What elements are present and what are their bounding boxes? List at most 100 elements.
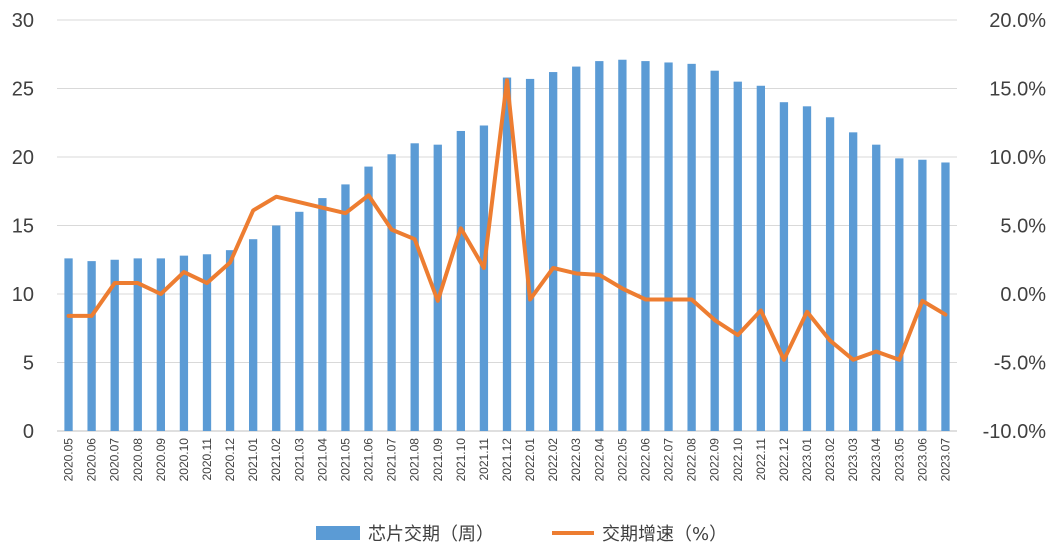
y-left-tick-label: 30 <box>12 10 34 32</box>
line-point <box>806 311 808 313</box>
bar <box>202 254 212 431</box>
line-point <box>483 267 485 269</box>
x-tick-label: 2020.11 <box>200 438 214 481</box>
bar <box>802 106 812 431</box>
line-point <box>391 229 393 231</box>
line-point <box>321 207 323 209</box>
x-tick-label: 2023.03 <box>846 438 860 482</box>
line-point <box>644 298 646 300</box>
bar <box>941 162 950 432</box>
line-series <box>66 78 948 362</box>
line-point <box>229 261 231 263</box>
bar-series <box>64 59 950 432</box>
x-tick-label: 2021.12 <box>500 438 514 482</box>
line-point <box>737 334 739 336</box>
line-point <box>160 293 162 295</box>
bar <box>825 117 835 432</box>
bar <box>687 63 696 432</box>
bar <box>479 125 489 432</box>
x-tick-label: 2023.02 <box>823 438 837 482</box>
bar <box>341 184 350 431</box>
bar <box>895 158 904 431</box>
legend-label-bar: 芯片交期（周） <box>368 524 494 545</box>
x-tick-label: 2022.02 <box>546 438 560 482</box>
y-right-tick-label: 15.0% <box>989 79 1046 101</box>
bar <box>572 66 581 431</box>
y-right-tick-label: 10.0% <box>989 147 1046 169</box>
x-tick-label: 2020.09 <box>154 438 168 482</box>
x-tick-label: 2023.06 <box>915 438 929 482</box>
line-point <box>460 227 462 229</box>
x-tick-label: 2020.05 <box>62 438 76 482</box>
bar <box>364 166 373 431</box>
line-point <box>552 267 554 269</box>
bar <box>295 211 304 431</box>
line-point <box>529 298 531 300</box>
x-tick-label: 2022.08 <box>685 438 699 482</box>
x-tick-label: 2021.02 <box>269 438 283 482</box>
bar <box>272 225 281 431</box>
bar <box>456 130 465 431</box>
x-tick-label: 2020.12 <box>223 438 237 482</box>
y-right-tick-label: -5.0% <box>994 353 1046 375</box>
y-left-tick-label: 5 <box>23 353 34 375</box>
line-point <box>944 314 946 316</box>
left-axis: 0 5 10 15 20 25 30 <box>12 10 34 443</box>
x-tick-label: 2022.07 <box>662 438 676 482</box>
line-point <box>852 359 854 361</box>
line-point <box>506 79 508 81</box>
bar <box>156 258 165 431</box>
legend-label-line: 交期增速（%） <box>602 524 727 545</box>
x-tick-label: 2022.09 <box>708 438 722 482</box>
line-point <box>68 315 70 317</box>
line-point <box>575 272 577 274</box>
bar <box>549 72 558 431</box>
line-point <box>783 359 785 361</box>
line-point <box>91 315 93 317</box>
bar <box>525 78 535 431</box>
legend: 芯片交期（周） 交期增速（%） <box>316 524 727 545</box>
x-tick-label: 2023.01 <box>800 438 814 482</box>
bar <box>433 144 442 432</box>
bar <box>87 261 96 431</box>
y-left-tick-label: 15 <box>12 216 34 238</box>
bar <box>918 159 927 432</box>
line-point <box>114 282 116 284</box>
line-point <box>275 196 277 198</box>
line-point <box>898 359 900 361</box>
x-tick-label: 2023.04 <box>869 438 883 482</box>
x-tick-label: 2022.05 <box>615 438 629 482</box>
bar <box>318 198 327 431</box>
line-point <box>137 282 139 284</box>
y-right-tick-label: -10.0% <box>983 421 1047 443</box>
line-point <box>598 274 600 276</box>
y-right-tick-label: 20.0% <box>989 10 1046 32</box>
x-tick-label: 2020.08 <box>131 438 145 482</box>
right-axis: -10.0% -5.0% 0.0% 5.0% 10.0% 15.0% 20.0% <box>983 10 1047 443</box>
line-point <box>252 209 254 211</box>
bar <box>710 70 719 431</box>
x-tick-label: 2021.01 <box>246 438 260 482</box>
bar <box>249 239 258 431</box>
bar <box>618 59 627 431</box>
x-tick-label: 2021.09 <box>431 438 445 482</box>
x-tick-label: 2021.05 <box>338 438 352 482</box>
y-left-tick-label: 25 <box>12 79 34 101</box>
y-left-tick-label: 10 <box>12 284 34 306</box>
line-point <box>691 298 693 300</box>
bar <box>387 154 396 431</box>
line-point <box>875 351 877 353</box>
bar <box>664 62 673 431</box>
line-point <box>668 298 670 300</box>
bar <box>595 61 604 431</box>
line-point <box>437 300 439 302</box>
line-point <box>714 319 716 321</box>
bar <box>502 77 512 431</box>
bar <box>64 258 73 431</box>
x-tick-label: 2023.05 <box>892 438 906 482</box>
line-point <box>298 201 300 203</box>
x-tick-label: 2022.12 <box>777 438 791 482</box>
x-tick-label: 2022.01 <box>523 438 537 482</box>
bar <box>225 250 235 431</box>
